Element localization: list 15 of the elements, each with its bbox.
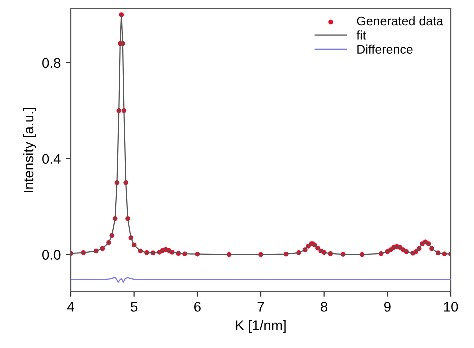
y-tick-label: 0.4 xyxy=(42,154,61,164)
y-axis-title: Intensity [a.u.] xyxy=(23,108,36,192)
x-tick-label: 5 xyxy=(131,302,138,312)
legend-label: Generated data xyxy=(357,16,444,26)
x-tick-label: 8 xyxy=(321,302,328,312)
x-axis-title: K [1/nm] xyxy=(236,320,286,334)
x-tick-label: 7 xyxy=(258,302,264,312)
x-tick-label: 10 xyxy=(444,302,458,312)
x-tick-label: 6 xyxy=(194,302,201,312)
x-tick-label: 4 xyxy=(67,302,74,312)
legend-label: Difference xyxy=(358,44,413,54)
legend-label: fit xyxy=(356,30,366,40)
y-tick-label: 0.0 xyxy=(42,250,61,260)
x-tick-label: 9 xyxy=(384,302,391,312)
y-tick-label: 0.8 xyxy=(42,58,61,68)
